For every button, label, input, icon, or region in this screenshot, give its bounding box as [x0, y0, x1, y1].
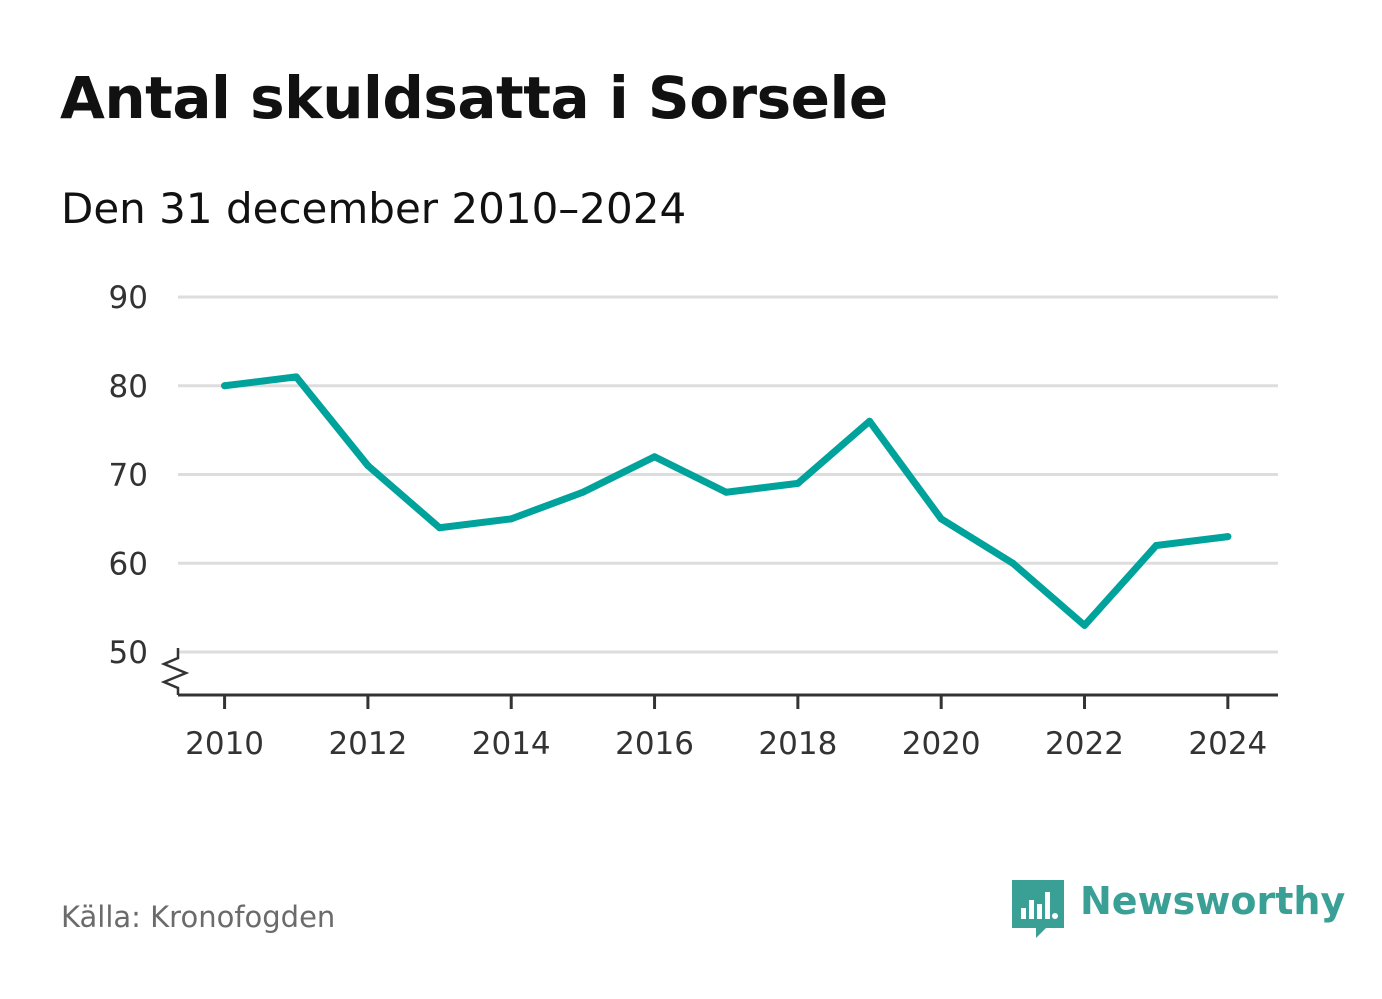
data-point-2016 — [651, 453, 659, 461]
data-point-2014 — [507, 515, 515, 523]
series-group — [221, 373, 1232, 629]
data-point-2024 — [1224, 533, 1232, 541]
x-tick-label-2018: 2018 — [758, 726, 837, 762]
data-point-2012 — [364, 462, 372, 470]
data-point-2017 — [722, 488, 730, 496]
y-tick-label-50: 50 — [109, 635, 148, 671]
x-tick-label-2024: 2024 — [1188, 726, 1267, 762]
y-axis-ticks: 50 60 70 80 90 — [109, 280, 148, 671]
source-note: Källa: Kronofogden — [61, 900, 336, 934]
data-point-2011 — [292, 373, 300, 381]
y-tick-label-80: 80 — [109, 369, 148, 405]
x-tick-label-2010: 2010 — [185, 726, 264, 762]
data-point-2021 — [1009, 559, 1017, 567]
data-point-2010 — [221, 382, 229, 390]
x-tick-label-2022: 2022 — [1045, 726, 1124, 762]
series-line-0 — [221, 373, 1232, 629]
grid-lines — [178, 295, 1278, 654]
y-axis-break-mark — [160, 648, 190, 695]
x-tick-label-2012: 2012 — [328, 726, 407, 762]
x-tick-label-2016: 2016 — [615, 726, 694, 762]
brand-name: Newsworthy — [1080, 879, 1346, 923]
data-point-2015 — [579, 488, 587, 496]
y-tick-label-60: 60 — [109, 546, 148, 582]
x-tick-label-2014: 2014 — [472, 726, 551, 762]
data-point-2023 — [1152, 542, 1160, 549]
newsworthy-logo-icon — [1012, 880, 1064, 938]
y-tick-label-90: 90 — [109, 280, 148, 316]
data-point-2022 — [1081, 621, 1089, 629]
x-tick-label-2020: 2020 — [902, 726, 981, 762]
x-axis: 2010 2012 2014 2016 2018 2020 2022 2024 — [160, 648, 1278, 762]
data-point-2018 — [794, 479, 802, 487]
data-point-2019 — [866, 417, 874, 425]
data-point-2013 — [436, 524, 444, 532]
y-tick-label-70: 70 — [109, 458, 148, 494]
data-point-2020 — [937, 515, 945, 523]
chart-title: Antal skuldsatta i Sorsele — [60, 64, 888, 132]
chart-subtitle: Den 31 december 2010–2024 — [61, 184, 687, 233]
